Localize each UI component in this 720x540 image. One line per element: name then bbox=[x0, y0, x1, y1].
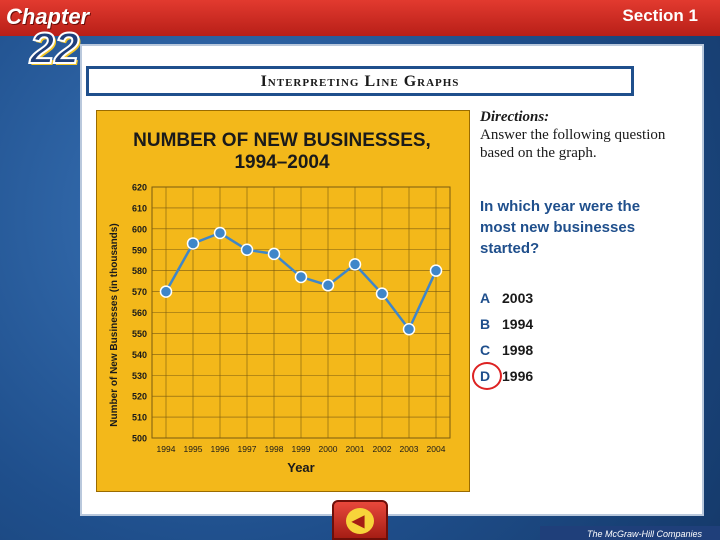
footer-bar bbox=[540, 526, 720, 540]
header-bar bbox=[0, 0, 720, 36]
directions-title: Directions: bbox=[480, 109, 550, 125]
data-point bbox=[267, 247, 281, 261]
y-tick-label: 620 bbox=[132, 183, 147, 193]
data-point bbox=[186, 237, 200, 250]
data-point bbox=[240, 243, 254, 256]
home-button[interactable]: ◀ bbox=[332, 500, 388, 540]
x-tick-label: 1995 bbox=[184, 444, 203, 454]
x-tick-label: 2001 bbox=[346, 444, 365, 454]
y-tick-label: 600 bbox=[132, 224, 147, 234]
y-axis-label: Number of New Businesses (in thousands) bbox=[109, 223, 120, 426]
y-tick-label: 500 bbox=[132, 434, 147, 444]
answer-text: 1994 bbox=[502, 316, 534, 332]
answer-option-c[interactable]: C 1998 bbox=[480, 342, 640, 368]
home-icon: ◀ bbox=[346, 508, 374, 534]
x-axis-label: Year bbox=[287, 460, 314, 475]
y-tick-label: 520 bbox=[132, 392, 147, 402]
publisher-logo: The McGraw-Hill Companies bbox=[586, 529, 702, 539]
y-tick-label: 610 bbox=[132, 203, 147, 213]
answer-option-b[interactable]: B 1994 bbox=[480, 316, 640, 342]
answer-letter: A bbox=[480, 290, 491, 306]
answer-letter: B bbox=[480, 316, 491, 332]
y-tick-label: 550 bbox=[132, 329, 147, 339]
x-tick-label: 2000 bbox=[319, 444, 338, 454]
data-point bbox=[321, 279, 335, 292]
x-tick-label: 2004 bbox=[427, 444, 446, 454]
chapter-number: 22 bbox=[29, 23, 80, 74]
answer-text: 2003 bbox=[502, 290, 534, 306]
chart-subtitle: 1994–2004 bbox=[234, 152, 330, 173]
y-tick-label: 560 bbox=[132, 308, 147, 318]
x-tick-label: 1994 bbox=[157, 444, 176, 454]
slide-title-box: Interpreting Line Graphs bbox=[86, 66, 634, 96]
x-tick-label: 1996 bbox=[211, 444, 230, 454]
question-text: In which year were the most new business… bbox=[480, 198, 641, 257]
data-point bbox=[402, 322, 416, 336]
section-label: Section 1 bbox=[622, 6, 698, 25]
selected-answer-circle bbox=[472, 362, 502, 390]
y-tick-label: 580 bbox=[132, 266, 147, 276]
x-tick-label: 2002 bbox=[373, 444, 392, 454]
answer-text: 1996 bbox=[502, 368, 534, 384]
answer-option-d[interactable]: D 1996 bbox=[472, 362, 640, 394]
data-point bbox=[429, 264, 443, 277]
data-point bbox=[159, 285, 173, 298]
back-arrow-icon: ◀ bbox=[352, 513, 365, 530]
chart-title: NUMBER OF NEW BUSINESSES, bbox=[133, 130, 431, 151]
directions-text: Answer the following question based on t… bbox=[480, 127, 666, 161]
answer-text: 1998 bbox=[502, 342, 534, 358]
data-point bbox=[348, 258, 362, 271]
chapter-label: Chapter bbox=[6, 4, 90, 29]
directions-block: Directions: Answer the following questio… bbox=[480, 108, 680, 162]
chart-area bbox=[96, 110, 470, 492]
line-chart: NUMBER OF NEW BUSINESSES, 1994–2004 Numb… bbox=[109, 130, 451, 475]
y-tick-label: 510 bbox=[132, 413, 147, 423]
answer-letter: C bbox=[480, 342, 491, 358]
data-point bbox=[294, 270, 308, 284]
x-tick-label: 2003 bbox=[400, 444, 419, 454]
data-point bbox=[213, 226, 227, 240]
x-tick-label: 1998 bbox=[265, 444, 284, 454]
slide-title: Interpreting Line Graphs bbox=[260, 73, 460, 90]
y-tick-label: 570 bbox=[132, 287, 147, 297]
answer-option-a[interactable]: A 2003 bbox=[480, 290, 640, 316]
y-tick-label: 590 bbox=[132, 245, 147, 255]
x-tick-label: 1997 bbox=[238, 444, 257, 454]
x-tick-label: 1999 bbox=[292, 444, 311, 454]
data-point bbox=[375, 287, 389, 300]
answer-list: A 2003 B 1994 C 1998 D 1996 bbox=[472, 290, 640, 394]
y-tick-label: 530 bbox=[132, 371, 147, 381]
y-tick-label: 540 bbox=[132, 350, 147, 360]
